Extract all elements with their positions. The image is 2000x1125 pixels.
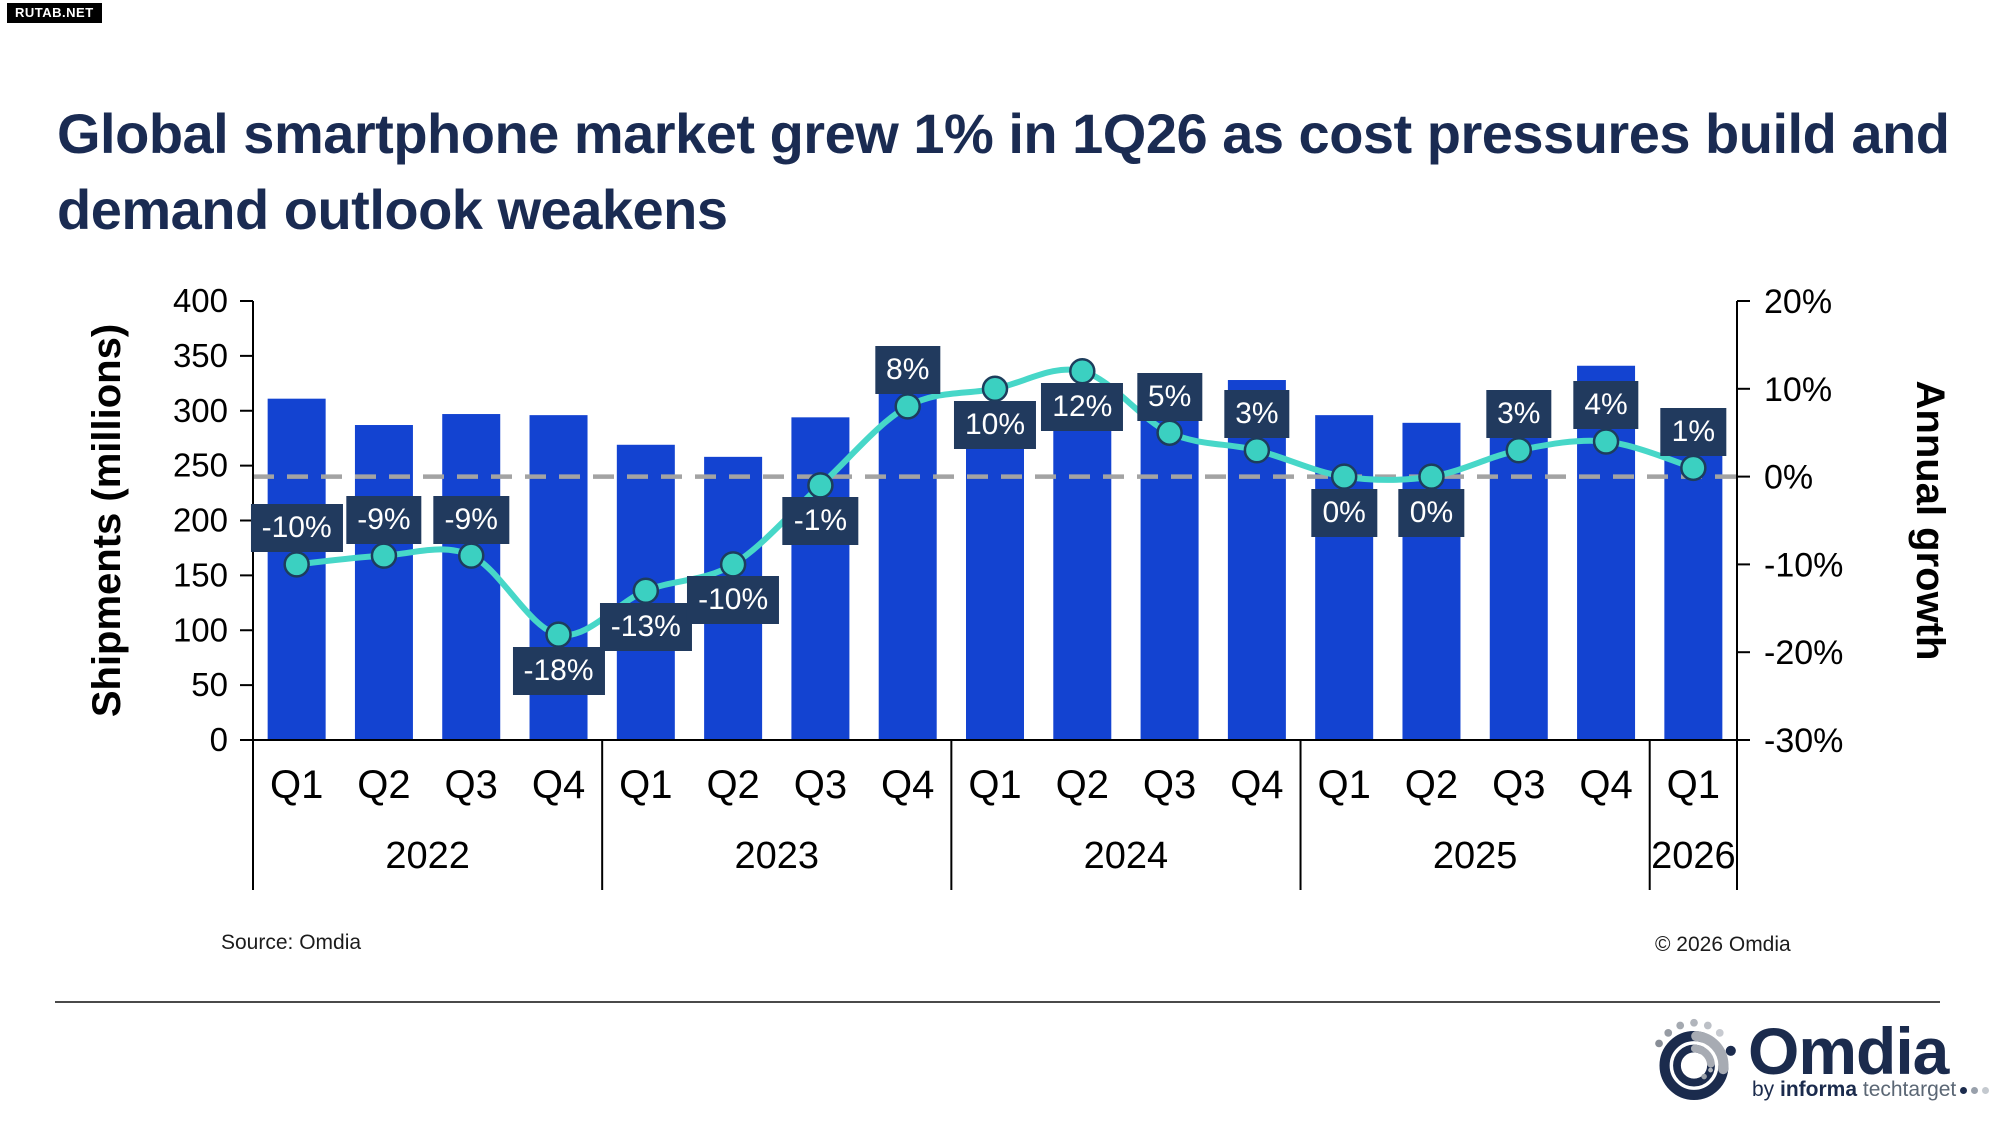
- omdia-logo-byline: by informa techtarget: [1752, 1078, 1990, 1102]
- growth-data-label: 8%: [875, 346, 941, 395]
- byline-dot-1: [1960, 1086, 1968, 1094]
- chart-title-line2: demand outlook weakens: [57, 178, 728, 241]
- shipments-bar: [442, 414, 501, 740]
- y-right-tick-label: -30%: [1764, 722, 1843, 760]
- x-year-label: 2025: [1433, 835, 1518, 877]
- copyright-note: © 2026 Omdia: [1655, 933, 1791, 956]
- growth-data-label: 4%: [1573, 381, 1639, 430]
- shipments-bar: [1140, 400, 1199, 740]
- growth-data-label: 0%: [1311, 488, 1377, 537]
- x-quarter-label: Q2: [1056, 763, 1109, 807]
- growth-point-marker: [981, 375, 1009, 403]
- watermark-badge: RUTAB.NET: [7, 3, 102, 23]
- growth-point-marker: [1592, 428, 1620, 455]
- x-quarter-label: Q1: [619, 763, 672, 807]
- y-left-axis-title: Shipments (millions): [85, 324, 129, 717]
- growth-data-label: -13%: [599, 602, 692, 651]
- omdia-logo-wordmark: Omdia: [1748, 1014, 1949, 1088]
- growth-point-marker: [1156, 419, 1183, 446]
- growth-point-marker: [1680, 454, 1707, 482]
- growth-point-marker: [545, 621, 572, 648]
- y-right-tick-label: -10%: [1764, 546, 1843, 584]
- x-quarter-label: Q4: [1230, 763, 1283, 807]
- y-right-tick-label: 10%: [1764, 371, 1832, 409]
- byline-dot-3: [1982, 1086, 1990, 1094]
- x-year-label: 2023: [734, 835, 819, 877]
- growth-data-label: 3%: [1224, 390, 1290, 439]
- omdia-logo: Omdia by informa techtarget: [1648, 1010, 1990, 1110]
- x-quarter-label: Q2: [1405, 763, 1458, 807]
- x-quarter-label: Q2: [706, 763, 759, 807]
- growth-data-label: 0%: [1398, 488, 1465, 537]
- x-year-label: 2026: [1651, 835, 1736, 877]
- source-note: Source: Omdia: [221, 931, 362, 954]
- growth-data-label: 1%: [1660, 407, 1727, 456]
- x-quarter-label: Q1: [270, 763, 323, 807]
- growth-data-label: -18%: [512, 646, 605, 695]
- x-quarter-label: Q1: [968, 763, 1021, 807]
- chart-title-line1: Global smartphone market grew 1% in 1Q26…: [57, 102, 1950, 165]
- x-quarter-label: Q2: [357, 763, 410, 807]
- x-quarter-label: Q1: [1317, 763, 1370, 807]
- growth-point-marker: [632, 577, 660, 604]
- shipments-bar: [1053, 422, 1112, 740]
- y-left-tick-label: 50: [191, 666, 228, 703]
- growth-point-marker: [1418, 463, 1445, 490]
- shipments-bar: [966, 415, 1024, 740]
- shipments-bar: [878, 388, 937, 740]
- growth-data-label: 3%: [1486, 390, 1552, 439]
- x-quarter-label: Q3: [445, 763, 498, 807]
- footer-divider: [55, 1001, 1940, 1003]
- byline-by: by: [1752, 1078, 1781, 1101]
- omdia-logo-mark-icon: [1655, 1018, 1736, 1101]
- y-right-tick-label: 0%: [1764, 459, 1813, 497]
- byline-dot-2: [1971, 1086, 1979, 1094]
- x-quarter-label: Q3: [794, 763, 847, 807]
- growth-point-marker: [370, 542, 398, 569]
- y-left-tick-label: 0: [210, 721, 228, 758]
- growth-point-marker: [283, 551, 310, 578]
- growth-point-marker: [1330, 463, 1358, 490]
- shipments-bar: [354, 425, 413, 740]
- y-left-tick-label: 150: [173, 556, 228, 593]
- x-year-label: 2022: [385, 835, 470, 877]
- y-right-tick-label: 20%: [1764, 283, 1832, 321]
- x-year-label: 2024: [1084, 835, 1169, 877]
- byline-techtarget: techtarget: [1857, 1078, 1957, 1101]
- y-left-tick-label: 350: [173, 337, 228, 374]
- y-right-axis-title: Annual growth: [1908, 381, 1952, 661]
- growth-data-label: -10%: [687, 576, 780, 625]
- growth-point-marker: [894, 393, 921, 420]
- growth-data-label: 5%: [1136, 372, 1203, 421]
- y-left-tick-label: 200: [173, 502, 228, 539]
- growth-data-label: 12%: [1041, 383, 1124, 432]
- shipments-bar: [791, 417, 850, 740]
- y-left-tick-label: 250: [173, 447, 228, 484]
- byline-informa: informa: [1780, 1078, 1858, 1101]
- growth-point-marker: [457, 542, 485, 569]
- growth-point-marker: [1243, 437, 1271, 464]
- chart-title: Global smartphone market grew 1% in 1Q26…: [57, 96, 1950, 248]
- y-right-tick-label: -20%: [1764, 634, 1843, 672]
- growth-data-label: -9%: [433, 495, 509, 544]
- growth-data-label: 10%: [953, 400, 1037, 449]
- growth-point-marker: [719, 551, 747, 578]
- x-quarter-label: Q4: [532, 763, 585, 807]
- growth-data-label: -10%: [250, 504, 343, 553]
- growth-point-marker: [1505, 437, 1533, 464]
- growth-point-marker: [807, 472, 834, 499]
- growth-data-label: -9%: [346, 495, 422, 544]
- y-left-tick-label: 300: [173, 392, 228, 429]
- x-quarter-label: Q4: [1579, 763, 1632, 807]
- x-quarter-label: Q3: [1143, 763, 1196, 807]
- y-left-tick-label: 100: [173, 611, 228, 648]
- growth-data-label: -1%: [782, 497, 859, 546]
- x-quarter-label: Q3: [1492, 763, 1545, 807]
- x-quarter-label: Q1: [1667, 763, 1720, 807]
- x-quarter-label: Q4: [881, 763, 934, 807]
- y-left-tick-label: 400: [173, 282, 228, 319]
- growth-point-marker: [1069, 357, 1096, 385]
